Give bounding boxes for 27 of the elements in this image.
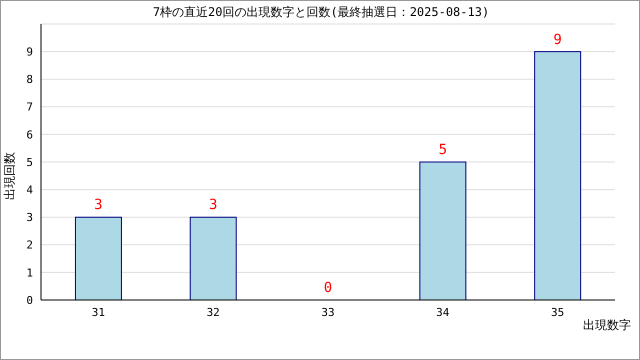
data-label: 5 xyxy=(438,142,448,158)
bar xyxy=(74,216,122,300)
x-tick-label: 32 xyxy=(206,306,220,319)
data-label: 9 xyxy=(552,32,563,48)
y-tick-label: 0 xyxy=(26,294,33,307)
y-tick-label: 1 xyxy=(26,266,33,280)
data-label: 3 xyxy=(93,197,104,214)
y-tick-label: 5 xyxy=(26,156,33,169)
y-tick-label: 9 xyxy=(26,46,33,59)
y-tick-label: 6 xyxy=(26,128,33,142)
x-tick-label: 31 xyxy=(92,306,106,319)
data-label: 0 xyxy=(322,280,334,296)
y-tick-label: 8 xyxy=(26,73,33,86)
y-tick-label: 3 xyxy=(26,211,33,224)
y-axis-title: 出現回数 xyxy=(2,152,18,200)
bar xyxy=(190,216,237,300)
bar xyxy=(534,51,582,300)
x-axis-title: 出現数字 xyxy=(583,317,631,334)
y-tick-label: 7 xyxy=(26,100,33,114)
data-label: 3 xyxy=(208,197,218,214)
y-tick-label: 4 xyxy=(26,184,34,197)
bar xyxy=(419,162,466,300)
x-tick-label: 33 xyxy=(321,306,335,319)
chart-title: 7枠の直近20回の出現数字と回数(最終抽選日：2025-08-13) xyxy=(152,4,490,21)
y-tick-label: 2 xyxy=(26,238,33,252)
x-tick-label: 34 xyxy=(436,306,450,319)
x-tick-label: 35 xyxy=(550,306,564,319)
